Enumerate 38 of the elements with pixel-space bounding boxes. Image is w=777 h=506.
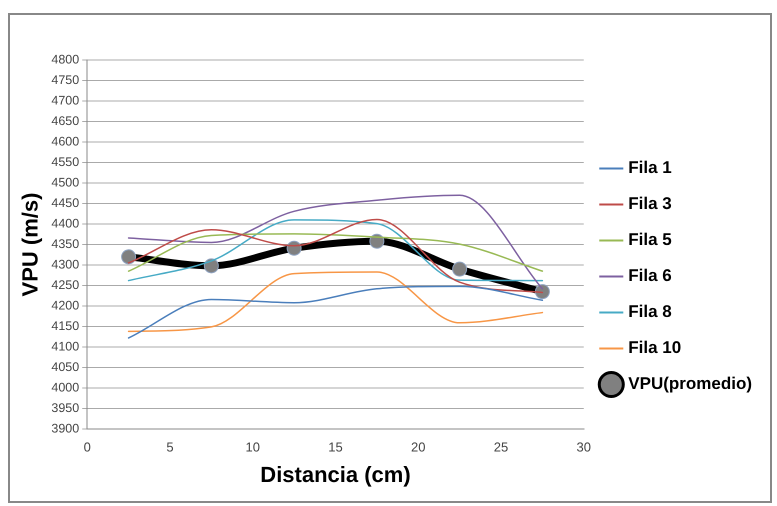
y-tick-label: 4250 <box>51 278 80 292</box>
legend-label: Fila 8 <box>628 302 672 322</box>
y-tick-label: 4100 <box>51 339 80 354</box>
legend-label: Fila 3 <box>628 194 672 214</box>
y-axis-title: VPU (m/s) <box>17 192 42 296</box>
line-series <box>128 233 544 272</box>
y-tick-label: 4550 <box>51 154 80 169</box>
y-tick-label: 4200 <box>51 298 80 312</box>
x-tick-label: 0 <box>84 439 91 454</box>
y-tick-label: 4750 <box>51 72 80 87</box>
y-tick-label: 4700 <box>51 93 80 108</box>
legend-label: VPU(promedio) <box>628 374 752 394</box>
y-tick-label: 4000 <box>51 380 80 394</box>
legend-label: Fila 1 <box>628 158 672 178</box>
y-tick-label: 4300 <box>51 257 80 272</box>
y-tick-label: 4350 <box>51 236 80 251</box>
y-tick-label: 4600 <box>51 134 80 148</box>
y-tick-label: 4650 <box>51 114 80 128</box>
y-tick-label: 4400 <box>51 216 80 230</box>
y-tick-label: 4500 <box>51 175 80 190</box>
y-tick-label: 4450 <box>51 196 80 210</box>
y-tick-label: 4800 <box>51 52 80 66</box>
legend-label: Fila 5 <box>628 230 672 250</box>
y-tick-label: 3900 <box>51 421 80 436</box>
y-tick-label: 3950 <box>51 400 80 415</box>
x-axis-title: Distancia (cm) <box>260 462 411 487</box>
x-tick-label: 30 <box>576 439 592 454</box>
legend-label: Fila 6 <box>628 266 672 286</box>
x-tick-label: 5 <box>166 439 174 454</box>
y-tick-label: 4050 <box>51 360 80 374</box>
y-tick-label: 4150 <box>51 318 80 333</box>
line-series <box>128 219 544 282</box>
x-tick-label: 15 <box>328 439 343 454</box>
x-tick-label: 10 <box>245 439 260 454</box>
x-tick-label: 25 <box>494 439 508 454</box>
legend-label: Fila 10 <box>628 338 682 358</box>
line-series <box>128 271 544 332</box>
x-tick-label: 20 <box>411 439 426 454</box>
